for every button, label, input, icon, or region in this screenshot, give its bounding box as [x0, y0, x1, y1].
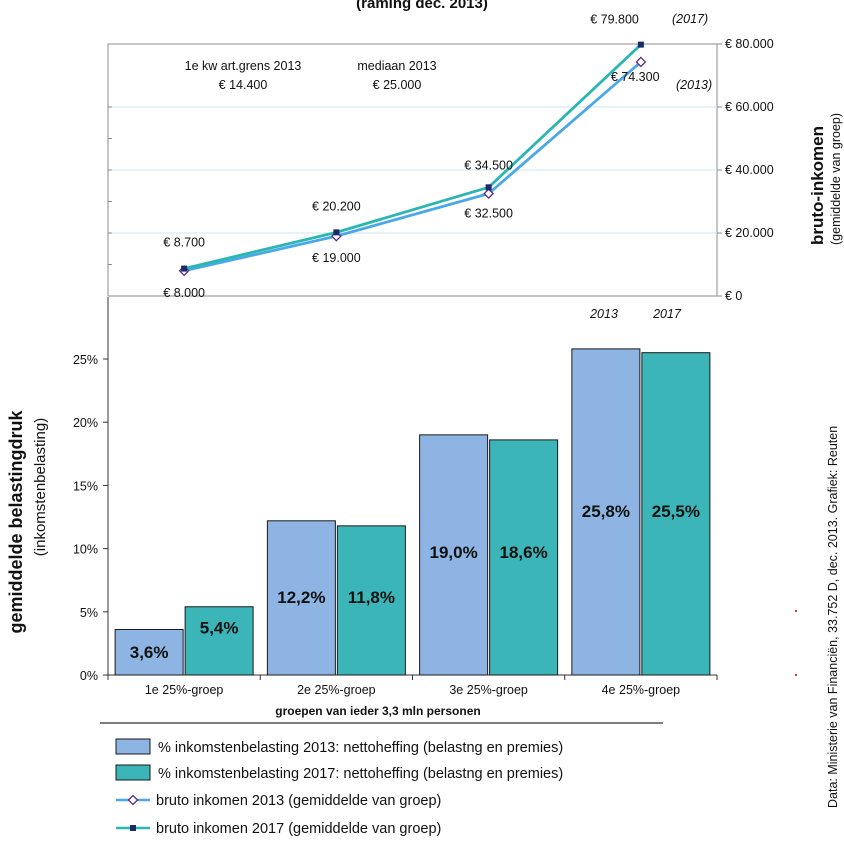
point-2013-diamond: [635, 56, 647, 68]
bar-2017: [184, 606, 254, 676]
chart-title: (raming dec. 2013): [356, 0, 488, 12]
kwartgrens-value: € 14.400: [219, 78, 268, 92]
bar-y-tick-label: 5%: [80, 606, 98, 620]
kwartgrens-label: 1e kw art.grens 2013: [185, 59, 302, 73]
legend-text: % inkomstenbelasting 2013: nettoheffing …: [158, 740, 563, 756]
legend-text: bruto inkomen 2017 (gemiddelde van groep…: [156, 821, 441, 837]
mediaan-label: mediaan 2013: [357, 59, 436, 73]
left-axis-sublabel: (inkomstenbelasting): [32, 418, 49, 556]
bar-label-2017: 5,4%: [200, 619, 239, 638]
bar-y-tick-label: 15%: [73, 479, 98, 493]
bar-2013: [114, 628, 184, 676]
year-2013-label: 2013: [589, 307, 618, 321]
bar-data-labels: 3,6% 5,4% 12,2% 11,8% 19,0% 18,6% 25,8% 25,5%: [130, 502, 700, 662]
category-label: 3e 25%-groep: [449, 683, 528, 697]
mediaan-value: € 25.000: [373, 78, 422, 92]
legend-marker-diamond: [127, 794, 139, 806]
line-label-2013: € 74.300: [611, 70, 660, 84]
right-axis-label: bruto-inkomen: [808, 126, 827, 245]
legend: % inkomstenbelasting 2013: nettoheffing …: [115, 738, 563, 837]
legend-swatch-bar: [115, 738, 151, 755]
right-axis-tick-label: € 0: [725, 289, 742, 303]
line-series-group: [178, 41, 647, 277]
red-mark-2: [795, 674, 797, 676]
legend-text: bruto inkomen 2013 (gemiddelde van groep…: [156, 793, 441, 809]
category-labels: 1e 25%-groep 2e 25%-groep 3e 25%-groep 4e 2…: [145, 683, 680, 697]
line-left-ticks: [108, 106, 112, 265]
bar-y-tick-label: 0%: [80, 669, 98, 683]
bar-label-2017: 18,6%: [500, 543, 548, 562]
bar-series-group: [114, 348, 711, 676]
right-axis-tick-label: € 80.000: [725, 37, 774, 51]
bar-y-tick-label: 25%: [73, 353, 98, 367]
category-label: 2e 25%-groep: [297, 683, 376, 697]
bar-2017: [489, 439, 559, 676]
red-mark-1: [795, 610, 797, 612]
line-label-2017: € 8.700: [163, 236, 205, 250]
legend-swatch-bar: [115, 764, 151, 781]
tag-2017: (2017): [672, 12, 708, 26]
bar-2013: [266, 520, 336, 676]
right-axis-tick-label: € 60.000: [725, 100, 774, 114]
bar-label-2013: 25,8%: [582, 502, 630, 521]
year-2017-label: 2017: [652, 307, 682, 321]
line-label-2017: € 34.500: [464, 158, 513, 172]
bar-y-tick-label: 10%: [73, 543, 98, 557]
point-2017-square: [333, 229, 340, 236]
bar-y-tick-label: 20%: [73, 416, 98, 430]
tag-2013: (2013): [676, 78, 712, 92]
bar-2017: [641, 352, 711, 676]
point-2013-diamond: [483, 188, 495, 200]
point-2017-square: [181, 265, 188, 272]
right-axis-tick-label: € 40.000: [725, 163, 774, 177]
bar-label-2017: 25,5%: [652, 502, 700, 521]
source-note: Data: Ministerie van Financiën, 33.752 D…: [826, 426, 840, 808]
line-data-labels: € 8.700 € 20.200 € 34.500 € 79.800 € 8.000 € …: [163, 13, 659, 300]
category-label: 4e 25%-groep: [602, 683, 681, 697]
legend-marker-square: [130, 825, 136, 831]
line-label-2017: € 79.800: [590, 13, 639, 27]
line-series-2017: [183, 43, 642, 270]
left-axis-label: gemiddelde belastingdruk: [6, 409, 26, 633]
point-2017-square: [485, 184, 492, 191]
bar-2013: [571, 348, 641, 676]
bar-2013: [419, 434, 489, 676]
point-2017-square: [637, 41, 644, 48]
bar-2017: [336, 525, 406, 676]
line-label-2017: € 20.200: [312, 199, 361, 213]
line-gridlines: [108, 106, 717, 234]
line-label-2013: € 19.000: [312, 251, 361, 265]
x-axis-label: groepen van ieder 3,3 mln personen: [275, 704, 480, 718]
right-axis-sublabel: (gemiddelde van groep): [829, 113, 843, 245]
category-label: 1e 25%-groep: [145, 683, 224, 697]
right-axis-tick-label: € 20.000: [725, 226, 774, 240]
bar-label-2017: 11,8%: [348, 588, 395, 607]
line-label-2013: € 32.500: [464, 207, 513, 221]
legend-text: % inkomstenbelasting 2017: nettoheffing …: [158, 766, 563, 782]
bar-label-2013: 12,2%: [277, 588, 325, 607]
line-series-2013: [183, 60, 642, 273]
line-right-axis: € 0 € 20.000 € 40.000 € 60.000 € 80.000: [717, 37, 774, 303]
bar-label-2013: 3,6%: [130, 643, 169, 662]
bar-label-2013: 19,0%: [430, 543, 478, 562]
line-label-2013: € 8.000: [163, 286, 205, 300]
